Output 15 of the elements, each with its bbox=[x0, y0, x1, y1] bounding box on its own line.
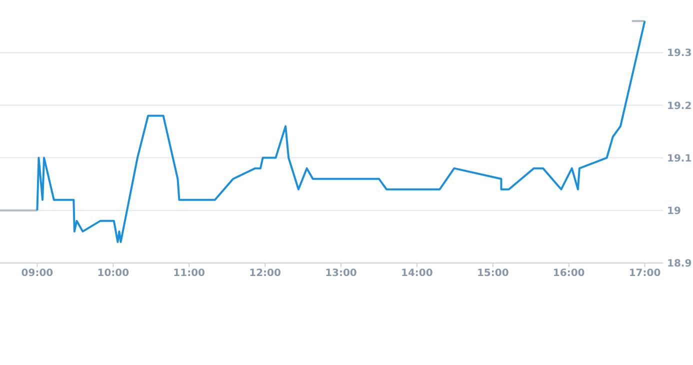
x-tick-label: 10:00 bbox=[97, 268, 130, 280]
x-tick-label: 14:00 bbox=[401, 268, 433, 280]
y-tick-label: 19.3 bbox=[667, 48, 692, 60]
y-tick-label: 18.9 bbox=[667, 258, 692, 270]
x-tick-label: 15:00 bbox=[476, 268, 509, 280]
x-tick-label: 13:00 bbox=[325, 268, 357, 280]
y-tick-label: 19.2 bbox=[667, 100, 692, 112]
x-tick-label: 16:00 bbox=[552, 268, 585, 280]
x-tick-label: 11:00 bbox=[173, 268, 206, 280]
x-tick-label: 12:00 bbox=[249, 268, 281, 280]
x-tick-label: 17:00 bbox=[628, 268, 661, 280]
x-tick-label: 09:00 bbox=[21, 268, 54, 280]
line-series bbox=[36, 20, 646, 243]
y-tick-label: 19.1 bbox=[667, 153, 692, 164]
y-tick-label: 19 bbox=[667, 206, 681, 217]
